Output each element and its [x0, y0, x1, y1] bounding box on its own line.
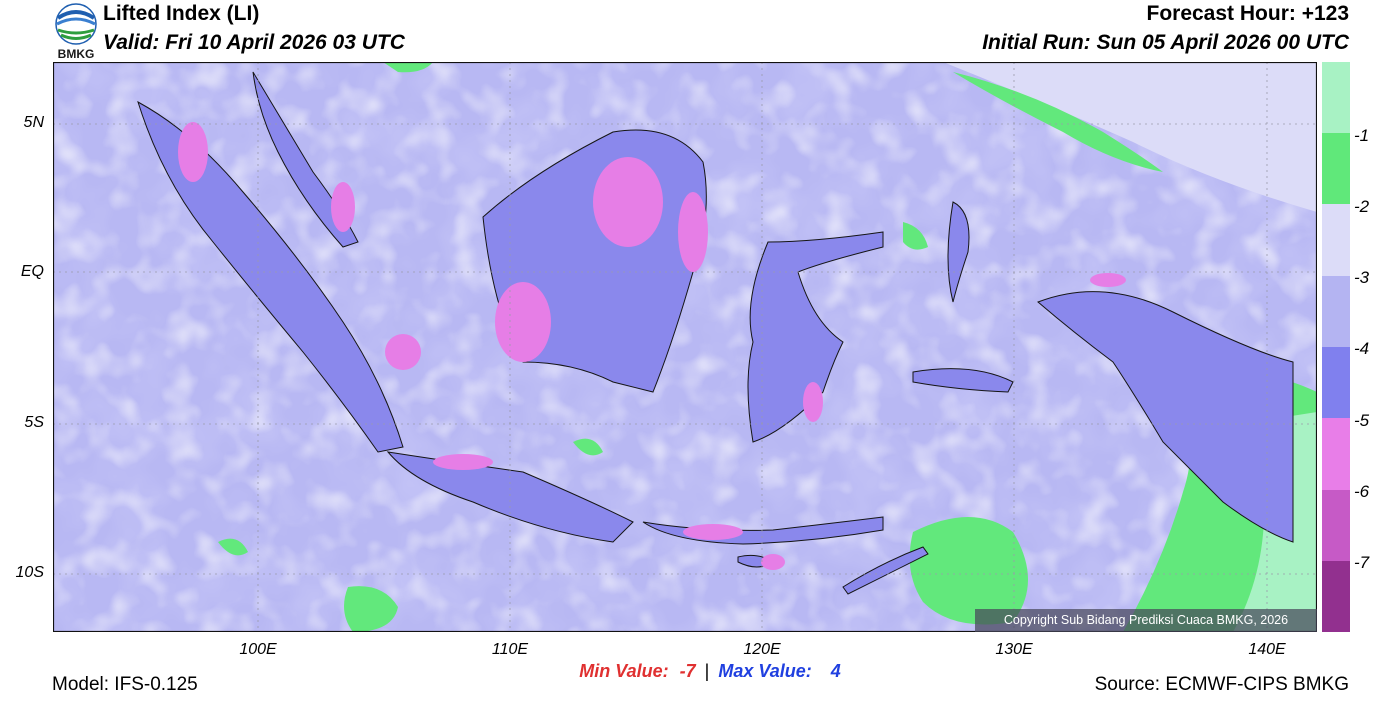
valid-time: Valid: Fri 10 April 2026 03 UTC	[103, 31, 405, 54]
minmax-separator: |	[704, 661, 710, 681]
new-guinea	[1037, 291, 1294, 543]
colorbar-label-4: -4	[1354, 339, 1370, 358]
colorbar-swatch-4	[1322, 276, 1350, 347]
source-label: Source: ECMWF-CIPS BMKG	[1094, 674, 1349, 695]
unstable-patches	[178, 122, 1126, 570]
lat-label-eq: EQ	[20, 263, 44, 280]
colorbar-label-1: -1	[1354, 126, 1370, 145]
lat-label-10s: 10S	[15, 564, 44, 581]
lon-label-100e: 100E	[239, 641, 277, 658]
max-label: Max Value:	[718, 661, 812, 681]
colorbar-label-5: -5	[1354, 411, 1370, 430]
lat-label-5n: 5N	[23, 114, 44, 131]
colorbar-label-2: -2	[1354, 197, 1370, 216]
map-title: Lifted Index (LI)	[103, 2, 260, 25]
graticule	[53, 62, 1317, 632]
colorbar-swatch-5	[1322, 347, 1350, 418]
min-value: -7	[679, 661, 696, 681]
colorbar-swatch-7	[1322, 490, 1350, 561]
initial-run: Initial Run: Sun 05 April 2026 00 UTC	[982, 31, 1349, 54]
lon-label-110e: 110E	[491, 641, 529, 658]
forecast-hour: Forecast Hour: +123	[1146, 2, 1350, 25]
lat-label-5s: 5S	[24, 414, 44, 431]
lifted-index-map	[53, 62, 1317, 632]
colorbar	[1322, 62, 1350, 632]
timor	[842, 546, 929, 595]
colorbar-swatch-3	[1322, 204, 1350, 276]
max-value: 4	[830, 661, 841, 681]
lon-label-140e: 140E	[1248, 641, 1286, 658]
colorbar-swatch-2	[1322, 133, 1350, 204]
min-label: Min Value:	[579, 661, 669, 681]
sumatra	[137, 100, 404, 453]
seram	[912, 368, 1014, 393]
colorbar-label-3: -3	[1354, 268, 1370, 287]
map-frame	[53, 62, 1317, 632]
lon-label-120e: 120E	[743, 641, 781, 658]
model-label: Model: IFS-0.125	[52, 674, 198, 695]
logo-text: BMKG	[58, 47, 95, 60]
colorbar-swatch-6	[1322, 418, 1350, 490]
halmahera	[947, 201, 970, 303]
colorbar-label-7: -7	[1354, 553, 1370, 572]
colorbar-swatch-8	[1322, 561, 1350, 632]
lon-label-130e: 130E	[995, 641, 1033, 658]
colorbar-label-6: -6	[1354, 482, 1370, 501]
min-max-values: Min Value: -7 | Max Value: 4	[480, 661, 940, 682]
sulawesi	[747, 231, 884, 443]
colorbar-swatch-1	[1322, 62, 1350, 133]
bmkg-logo: BMKG	[55, 3, 97, 60]
copyright-notice: Copyright Sub Bidang Prediksi Cuaca BMKG…	[975, 609, 1317, 632]
